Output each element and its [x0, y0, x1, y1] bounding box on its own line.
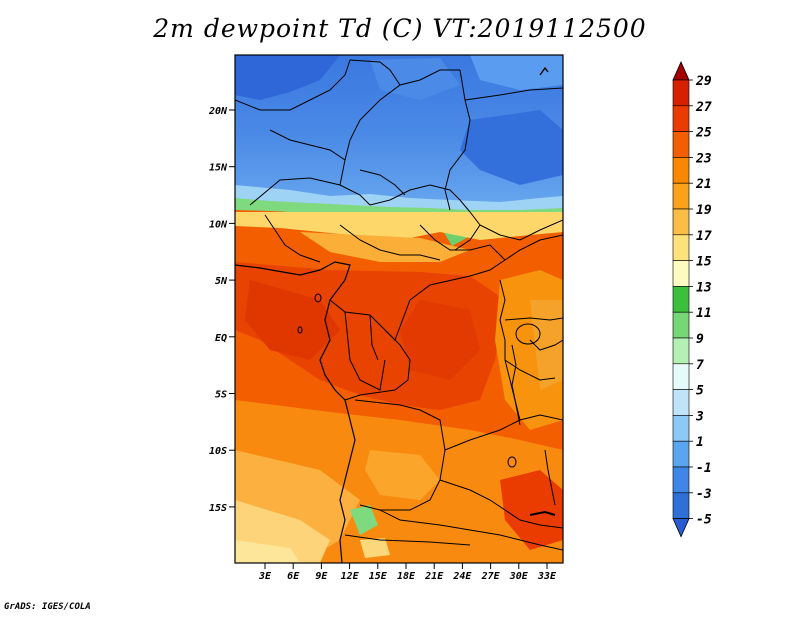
colorbar-swatch — [672, 260, 690, 287]
colorbar-label: 19 — [696, 203, 712, 218]
colorbar-bottom-arrow — [672, 518, 690, 538]
dewpoint-field — [235, 55, 563, 563]
lat-tick-label: 15S — [209, 503, 227, 514]
colorbar-label: 15 — [696, 255, 712, 270]
colorbar-swatch — [672, 131, 690, 158]
colorbar-swatch — [672, 286, 690, 313]
lat-tick-label: 20N — [208, 106, 228, 117]
lat-tick-label: 10N — [209, 219, 228, 230]
lon-tick-label: 21E — [424, 571, 444, 582]
colorbar-swatch — [672, 363, 690, 390]
colorbar-swatch — [672, 492, 690, 519]
lat-tick-label: 10S — [209, 446, 227, 457]
country-borders — [235, 59, 563, 563]
colorbar-label: 13 — [696, 280, 712, 295]
colorbar: 29 27 25 23 21 19 17 15 13 11 9 7 5 3 1 -1 -3 -5 — [672, 61, 712, 538]
colorbar-label: 25 — [695, 126, 712, 141]
lat-tick-label: 15N — [209, 163, 228, 174]
footer-credit: GrADS: IGES/COLA — [4, 602, 91, 612]
lon-tick-label: 30E — [509, 571, 529, 582]
colorbar-label: 21 — [695, 177, 712, 192]
colorbar-swatch — [672, 415, 690, 442]
colorbar-label: -5 — [696, 513, 712, 528]
lat-tick-label: 5S — [215, 390, 227, 401]
lon-tick-label: 24E — [452, 571, 472, 582]
colorbar-swatch — [672, 337, 690, 365]
colorbar-swatch — [672, 105, 690, 132]
colorbar-swatch — [672, 389, 690, 416]
longitude-axis: 3E 6E 9E 12E 15E 18E 21E 24E 27E 30E 33E — [258, 563, 557, 582]
colorbar-label: 1 — [696, 435, 704, 450]
lat-tick-label: EQ — [215, 333, 227, 344]
colorbar-swatch — [672, 182, 690, 210]
colorbar-swatch — [672, 208, 690, 236]
colorbar-swatch — [672, 440, 690, 468]
colorbar-label: 27 — [695, 100, 712, 115]
colorbar-swatch — [672, 157, 690, 184]
colorbar-label: 9 — [696, 332, 704, 347]
colorbar-label: 11 — [696, 306, 712, 321]
colorbar-swatch — [672, 79, 690, 107]
latitude-axis: 20N 15N 10N 5N EQ 5S 10S 15S — [208, 106, 235, 514]
colorbar-swatch — [672, 311, 690, 339]
lon-tick-label: 12E — [341, 571, 360, 582]
lon-tick-label: 27E — [481, 571, 501, 582]
colorbar-label: 29 — [695, 74, 712, 89]
map-frame — [234, 54, 564, 564]
lon-tick-label: 3E — [258, 571, 272, 582]
lon-tick-label: 15E — [369, 571, 388, 582]
colorbar-label: 17 — [696, 229, 712, 244]
colorbar-label: 23 — [695, 151, 712, 166]
lat-tick-label: 5N — [215, 276, 228, 287]
lon-tick-label: 6E — [287, 571, 300, 582]
lon-tick-label: 33E — [537, 571, 557, 582]
lon-tick-label: 9E — [315, 571, 328, 582]
colorbar-label: 7 — [696, 358, 704, 373]
colorbar-label: -1 — [696, 461, 712, 476]
colorbar-top-arrow — [672, 61, 690, 81]
colorbar-swatch — [672, 466, 690, 494]
colorbar-swatch — [672, 234, 690, 261]
colorbar-label: 5 — [696, 384, 704, 399]
colorbar-label: -3 — [696, 487, 712, 502]
lake-outlines — [297, 293, 556, 516]
colorbar-label: 3 — [695, 409, 704, 424]
map-title: 2m dewpoint Td (C) VT:2019112500 — [153, 14, 647, 43]
lon-tick-label: 18E — [397, 571, 416, 582]
